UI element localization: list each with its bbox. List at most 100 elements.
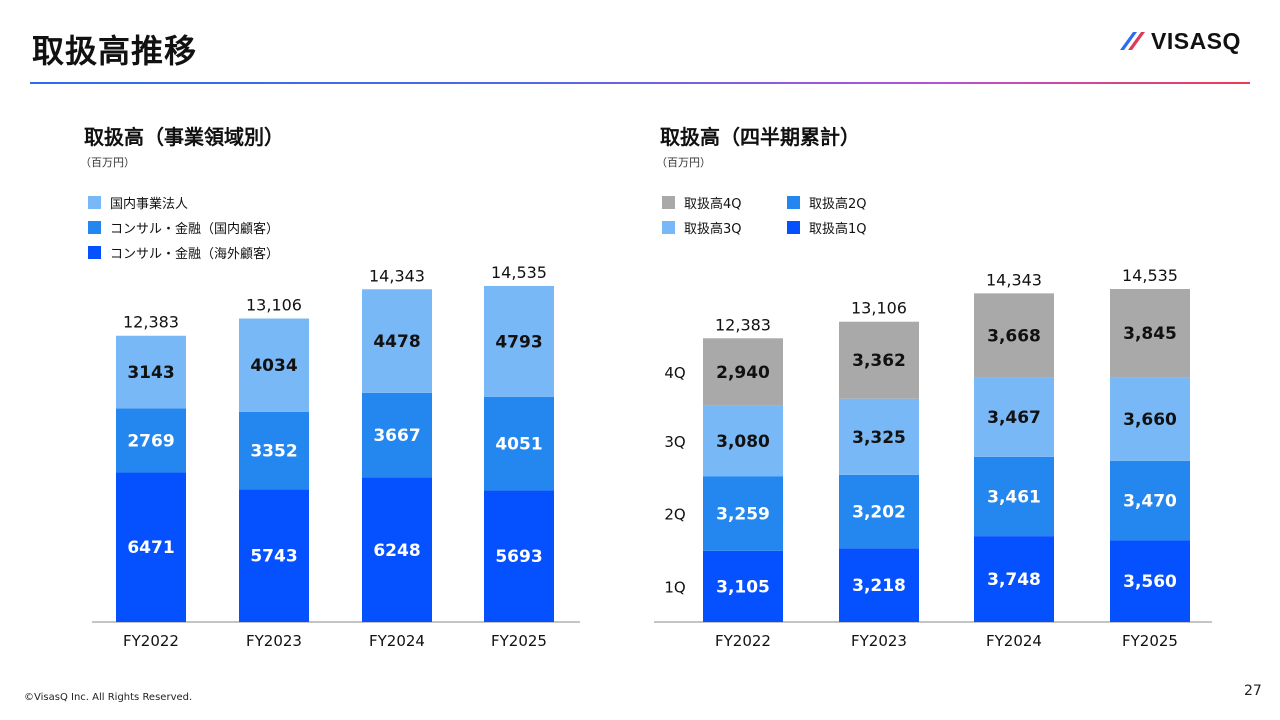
legend-swatch: [88, 221, 101, 234]
legend-swatch: [88, 196, 101, 209]
legend-label: 取扱高1Q: [809, 222, 867, 237]
data-label: 2,940: [716, 363, 770, 383]
data-label: 3,845: [1123, 324, 1177, 344]
brand-logo: VISASQ: [1120, 28, 1260, 56]
data-label: 3,105: [716, 577, 770, 597]
x-tick-label: FY2023: [851, 632, 907, 650]
bar-segment: [484, 396, 554, 491]
left-chart-title: 取扱高（事業領域別）: [84, 125, 284, 149]
x-tick-label: FY2024: [369, 632, 425, 650]
bar-segment: [1110, 460, 1190, 541]
legend-item: 取扱高1Q: [787, 218, 867, 237]
bar-segment: [974, 536, 1054, 622]
bar-segment: [362, 392, 432, 478]
total-label: 14,343: [986, 270, 1042, 289]
legend-label: 取扱高4Q: [684, 197, 742, 212]
legend-item: 取扱高2Q: [787, 193, 867, 212]
bar-segment: [974, 293, 1054, 378]
data-label: 3667: [373, 426, 420, 446]
data-label: 3,560: [1123, 572, 1177, 592]
x-tick-label: FY2022: [715, 632, 771, 650]
bar-segment: [116, 472, 186, 622]
legend-item: コンサル・金融（海外顧客）: [88, 243, 279, 262]
bar-segment: [839, 321, 919, 399]
visasq-logo-icon: [1120, 32, 1145, 50]
legend-label: 国内事業法人: [110, 197, 189, 212]
left-stacked-bar-chart: 6471 2769 3143 12,383 FY2022 5743 3352 4034 13,1…: [92, 263, 580, 650]
data-label: 4034: [250, 356, 297, 376]
legend-item: 国内事業法人: [88, 193, 188, 212]
quarter-row-label: 2Q: [664, 506, 685, 524]
x-tick-label: FY2024: [986, 632, 1042, 650]
total-label: 12,383: [715, 315, 771, 334]
data-label: 3,748: [987, 570, 1041, 590]
legend-swatch: [662, 196, 675, 209]
bar-segment: [1110, 377, 1190, 461]
legend-swatch: [662, 221, 675, 234]
bar-segment: [239, 411, 309, 490]
data-label: 2769: [127, 431, 174, 451]
quarter-row-label: 4Q: [664, 364, 685, 382]
data-label: 3,259: [716, 505, 770, 525]
legend-item: 取扱高3Q: [662, 218, 742, 237]
total-label: 14,535: [491, 263, 547, 282]
data-label: 3,461: [987, 487, 1041, 507]
right-chart-unit: （百万円）: [656, 156, 711, 169]
quarter-row-label: 1Q: [664, 578, 685, 596]
bar-segment: [1110, 289, 1190, 378]
right-chart-title: 取扱高（四半期累計）: [660, 125, 860, 149]
legend-label: 取扱高3Q: [684, 222, 742, 237]
page-title: 取扱高推移: [32, 32, 198, 70]
data-label: 3352: [250, 441, 297, 461]
brand-name: VISASQ: [1151, 28, 1241, 54]
total-label: 13,106: [246, 296, 302, 315]
data-label: 5743: [250, 547, 297, 567]
x-tick-label: FY2025: [1122, 632, 1178, 650]
data-label: 3,660: [1123, 410, 1177, 430]
data-label: 3,080: [716, 432, 770, 452]
bar-segment: [703, 338, 783, 406]
bar-segment: [239, 489, 309, 622]
data-label: 6248: [373, 541, 420, 561]
legend-label: 取扱高2Q: [809, 197, 867, 212]
right-stacked-bar-chart: 3,105 3,259 3,080 2,940 12,383 FY2022 3,218 3,2…: [654, 266, 1212, 650]
quarter-row-label: 3Q: [664, 433, 685, 451]
bar-segment: [703, 405, 783, 477]
page-number: 27: [1244, 683, 1262, 699]
data-label: 4793: [495, 332, 542, 352]
x-tick-label: FY2025: [491, 632, 547, 650]
legend-item: 取扱高4Q: [662, 193, 742, 212]
data-label: 5693: [495, 547, 542, 567]
data-label: 3,668: [987, 326, 1041, 346]
header-divider: [30, 82, 1250, 84]
bar-segment: [703, 550, 783, 622]
legend-item: コンサル・金融（国内顧客）: [88, 218, 279, 237]
legend-label: コンサル・金融（海外顧客）: [110, 247, 280, 262]
bar-segment: [1110, 540, 1190, 622]
total-label: 12,383: [123, 313, 179, 332]
x-tick-label: FY2022: [123, 632, 179, 650]
data-label: 4051: [495, 435, 542, 455]
data-label: 3,362: [852, 351, 906, 371]
data-label: 3,325: [852, 428, 906, 448]
data-label: 3143: [127, 363, 174, 383]
data-label: 3,218: [852, 576, 906, 596]
legend-swatch: [787, 196, 800, 209]
data-label: 6471: [127, 538, 174, 558]
bar-segment: [239, 318, 309, 412]
bar-segment: [484, 285, 554, 397]
copyright: ©VisasQ Inc. All Rights Reserved.: [24, 692, 193, 703]
bar-segment: [484, 490, 554, 622]
bar-segment: [839, 398, 919, 475]
total-label: 14,535: [1122, 266, 1178, 285]
bar-segment: [974, 456, 1054, 537]
data-label: 3,467: [987, 408, 1041, 428]
data-label: 4478: [373, 332, 420, 352]
total-label: 13,106: [851, 299, 907, 318]
legend-label: コンサル・金融（国内顧客）: [110, 222, 280, 237]
bar-segment: [362, 289, 432, 393]
x-tick-label: FY2023: [246, 632, 302, 650]
data-label: 3,202: [852, 503, 906, 523]
legend-swatch: [88, 246, 101, 259]
bar-segment: [703, 476, 783, 551]
